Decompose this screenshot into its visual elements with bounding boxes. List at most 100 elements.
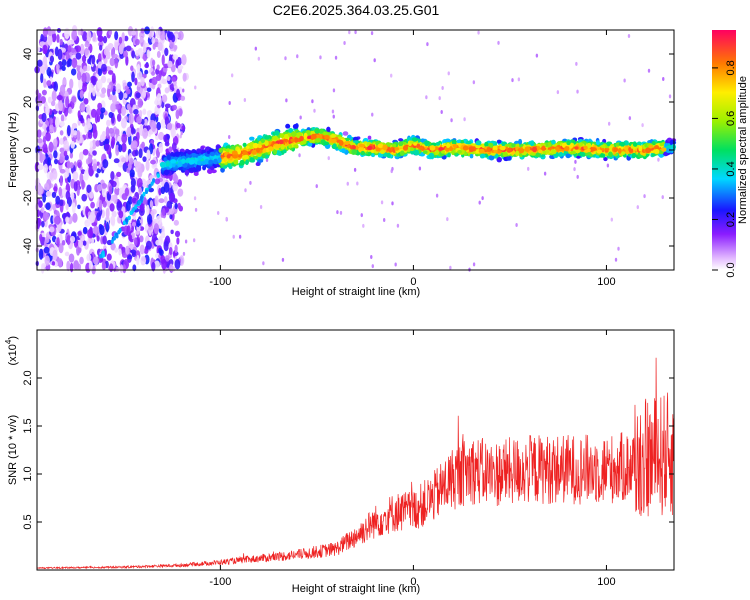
- spectrogram-cell: [293, 144, 299, 148]
- spectrogram-cell: [379, 150, 386, 154]
- spectrogram-cell: [151, 36, 156, 44]
- spectrogram-cell: [249, 180, 252, 185]
- spectrogram-cell: [65, 203, 69, 211]
- spectrogram-cell: [146, 49, 151, 59]
- spectrogram-cell: [237, 148, 241, 155]
- spectrogram-cell: [136, 218, 140, 228]
- spectrogram-cell: [420, 138, 425, 143]
- spectrogram-cell: [76, 245, 81, 256]
- spectrogram-cell: [154, 105, 159, 116]
- spectrogram-cell: [608, 151, 613, 158]
- spectrogram-cell: [172, 54, 179, 61]
- spectrogram-cell: [49, 117, 53, 126]
- spectrogram-cell: [95, 91, 102, 97]
- colorbar-label: Normalized spectral amplitude: [737, 76, 749, 224]
- spectrogram-cell: [87, 228, 94, 239]
- spectrogram-cell: [176, 88, 181, 99]
- spectrogram-cell: [232, 154, 238, 159]
- spectrogram-cell: [628, 116, 632, 121]
- spectrogram-cell: [595, 140, 600, 145]
- spectrogram-cell: [39, 65, 46, 76]
- spectrogram-cell: [62, 77, 67, 86]
- spectrogram-cell: [49, 226, 55, 233]
- spectrogram-cell: [391, 166, 394, 171]
- colorbar-tick-label: 0.4: [725, 161, 737, 176]
- spectrogram-cell: [131, 50, 136, 59]
- spectrogram-cell: [107, 70, 114, 75]
- spectrogram-cell: [469, 153, 474, 159]
- spectrogram-cell: [239, 159, 245, 166]
- spectrogram-cell: [497, 150, 502, 154]
- spectrogram-cell: [106, 253, 112, 261]
- spectrogram-cell: [91, 139, 97, 150]
- spectrogram-cell: [370, 31, 374, 36]
- spectrogram-cell: [422, 150, 428, 154]
- spectrogram-cell: [535, 53, 539, 58]
- spectrogram-cell: [97, 35, 104, 42]
- spectrogram-cell: [68, 253, 75, 263]
- spectrogram-cell: [290, 131, 297, 137]
- spectrogram-cell: [181, 158, 186, 164]
- spectrogram-cell: [130, 65, 134, 72]
- spectrogram-cell: [161, 78, 167, 85]
- spectrogram-cell: [97, 79, 103, 90]
- spectrogram-cell: [40, 96, 46, 104]
- spectrogram-cell: [105, 126, 110, 138]
- spectrogram-cell: [441, 86, 444, 91]
- snr-panel: -100 0 100 0.51.01.52.0 Height of straight…: [4, 329, 675, 595]
- spectrogram-cell: [137, 200, 141, 205]
- spectrogram-cell: [150, 181, 154, 186]
- spectrogram-cell: [197, 155, 202, 160]
- spectrogram-cell: [472, 262, 476, 267]
- spectrogram-cell: [121, 142, 127, 153]
- spectrogram-cell: [279, 133, 285, 139]
- spectrogram-cell: [170, 229, 174, 235]
- spectrogram-cell: [77, 231, 82, 236]
- spectrogram-cell: [76, 70, 82, 81]
- spectrogram-cell: [114, 103, 121, 110]
- spectrogram-cell: [82, 240, 87, 246]
- spectrogram-cell: [57, 48, 63, 61]
- spectrogram-cell: [324, 134, 330, 140]
- spectrogram-cell: [359, 146, 364, 152]
- spectrogram-cell: [556, 90, 560, 95]
- spectrogram-cell: [496, 156, 502, 163]
- spectrogram-cell: [142, 127, 148, 140]
- spectrogram-cell: [232, 234, 235, 239]
- spectrogram-cell: [77, 29, 82, 36]
- spectrogram-cell: [105, 207, 110, 219]
- spectrogram-cell: [531, 146, 538, 153]
- spectrogram-cell: [296, 54, 299, 59]
- spectrogram-cell: [58, 100, 63, 112]
- spectrogram-cell: [515, 150, 520, 157]
- spectrogram-cell: [606, 141, 611, 147]
- spectrogram-cell: [362, 223, 365, 228]
- spectrogram-cell: [249, 157, 255, 163]
- spectrogram-cell: [462, 145, 469, 151]
- spectrogram-cell: [168, 192, 175, 203]
- spectrogram-cell: [63, 150, 68, 157]
- spectrogram-cell: [59, 156, 64, 164]
- spectrogram-cell: [37, 163, 44, 171]
- colorbar: 0.00.20.40.60.8 Normalized spectral ampl…: [712, 30, 749, 278]
- spectrogram-cell: [125, 55, 129, 66]
- spectrogram-cell: [102, 35, 108, 44]
- spectrogram-cell: [272, 135, 278, 141]
- spectrogram-cell: [261, 153, 266, 158]
- spectrogram-cell: [102, 200, 107, 208]
- spectrogram-cell: [334, 55, 338, 60]
- snr-y-tick-label: 0.5: [22, 514, 34, 529]
- spectrogram-x-tick-label: 100: [597, 276, 615, 288]
- spectrogram-cell: [53, 158, 59, 165]
- spectrogram-cell: [101, 87, 107, 94]
- spectrogram-cell: [48, 165, 53, 171]
- spectrogram-cell: [118, 44, 124, 55]
- spectrogram-cell: [46, 190, 51, 196]
- spectrogram-cell: [360, 213, 363, 218]
- spectrogram-cell: [148, 184, 152, 189]
- spectrogram-cell: [493, 149, 498, 154]
- spectrogram-cell: [290, 138, 296, 142]
- svg-text:(x104): (x104): [4, 336, 19, 366]
- spectrogram-cell: [133, 109, 139, 115]
- spectrogram-cell: [478, 148, 485, 154]
